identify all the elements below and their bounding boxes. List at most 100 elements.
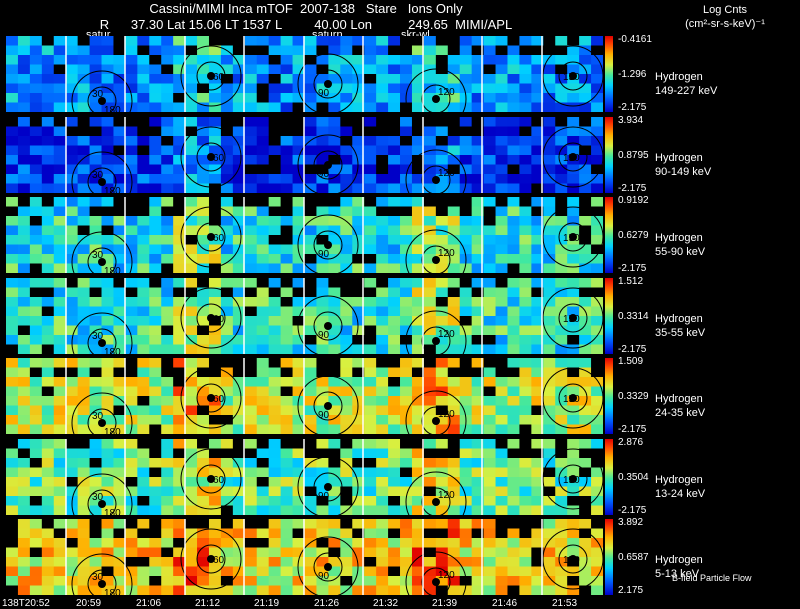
heatmap-cell	[89, 458, 103, 468]
heatmap-cell	[352, 287, 365, 298]
heatmap-cell	[304, 164, 317, 175]
heatmap-cell	[591, 244, 603, 255]
heatmap-cell	[17, 197, 31, 207]
heatmap-cell	[65, 396, 79, 406]
heatmap-cell	[507, 297, 520, 307]
heatmap-cell	[220, 519, 234, 529]
heatmap-cell	[471, 344, 485, 354]
heatmap-cell	[137, 458, 150, 468]
heatmap-cell	[471, 496, 485, 506]
heatmap-cell	[435, 206, 449, 217]
heatmap-cell	[316, 225, 329, 236]
heatmap-cell	[41, 164, 55, 175]
heatmap-cell	[101, 585, 114, 595]
heatmap-cell	[328, 93, 341, 103]
heatmap-cell	[411, 439, 425, 449]
heatmap-cell	[256, 344, 270, 354]
heatmap-cell	[459, 297, 473, 307]
heatmap-cell	[125, 519, 138, 529]
heatmap-cell	[101, 235, 114, 245]
heatmap-cell	[459, 74, 473, 84]
heatmap-cell	[316, 415, 329, 425]
heatmap-cell	[185, 467, 198, 478]
heatmap-cell	[543, 155, 556, 165]
heatmap-cell	[483, 64, 497, 75]
heatmap-cell	[400, 566, 413, 577]
contour-line	[196, 464, 226, 494]
heatmap-cell	[519, 405, 532, 416]
heatmap-cell	[340, 335, 353, 345]
heatmap-cell	[435, 557, 449, 567]
heatmap-cell	[400, 64, 413, 75]
heatmap-cell	[304, 126, 317, 137]
heatmap-cell	[101, 377, 114, 387]
heatmap-cell	[352, 74, 365, 84]
heatmap-cell	[268, 164, 282, 175]
heatmap-cell	[304, 439, 317, 449]
heatmap-cell	[149, 36, 162, 46]
heatmap-cell	[543, 126, 556, 137]
heatmap-cell	[53, 439, 67, 449]
heatmap-cell	[411, 244, 425, 255]
heatmap-cell	[364, 557, 377, 567]
heatmap-cell	[483, 306, 497, 317]
heatmap-cell	[173, 467, 186, 478]
heatmap-cell	[29, 102, 43, 112]
heatmap-cell	[579, 377, 592, 387]
heatmap-cell	[352, 566, 365, 577]
heatmap-cell	[507, 396, 520, 406]
heatmap-cell	[268, 367, 282, 378]
heatmap-cell	[280, 505, 294, 515]
heatmap-cell	[483, 174, 497, 184]
heatmap-cell	[101, 448, 114, 459]
heatmap-cell	[220, 439, 234, 449]
heatmap-cell	[185, 367, 198, 378]
heatmap-cell	[507, 164, 520, 175]
heatmap-cell	[173, 547, 186, 558]
heatmap-cell	[543, 396, 556, 406]
heatmap-cell	[29, 174, 43, 184]
heatmap-cell	[483, 225, 497, 236]
heatmap-cell	[244, 505, 258, 515]
heatmap-cell	[268, 424, 282, 434]
heatmap-cell	[101, 458, 114, 468]
heatmap-cell	[388, 155, 401, 165]
heatmap-cell	[411, 254, 425, 264]
heatmap-cell	[101, 496, 114, 506]
heatmap-cell	[89, 102, 103, 112]
heatmap-cell	[447, 467, 461, 478]
contour-line	[558, 383, 588, 413]
heatmap-cell	[220, 83, 234, 94]
heatmap-cell	[340, 36, 353, 46]
colorbar-mid-label: 0.6587	[618, 552, 649, 563]
heatmap-cell	[173, 55, 186, 65]
heatmap-cell	[483, 486, 497, 497]
heatmap-cell	[423, 566, 437, 577]
heatmap-cell	[125, 126, 138, 137]
heatmap-cell	[400, 386, 413, 397]
heatmap-cell	[53, 197, 67, 207]
heatmap-cell	[29, 519, 43, 529]
heatmap-cell	[220, 396, 234, 406]
heatmap-cell	[41, 306, 55, 317]
heatmap-cell	[197, 197, 210, 207]
contour-line	[71, 312, 133, 354]
heatmap-cell	[53, 538, 67, 548]
contour-line	[297, 214, 359, 273]
heatmap-cell	[459, 64, 473, 75]
heatmap-cell	[555, 547, 568, 558]
heatmap-cell	[579, 486, 592, 497]
heatmap-cell	[256, 102, 270, 112]
heatmap-cell	[137, 83, 150, 94]
heatmap-cell	[328, 263, 341, 273]
heatmap-cell	[447, 155, 461, 165]
heatmap-cell	[149, 547, 162, 558]
heatmap-cell	[447, 183, 461, 193]
heatmap-cell	[483, 566, 497, 577]
heatmap-cell	[220, 306, 234, 317]
heatmap-cell	[220, 386, 234, 397]
heatmap-cell	[125, 287, 138, 298]
heatmap-cell	[304, 74, 317, 84]
heatmap-cell	[579, 155, 592, 165]
heatmap-cell	[411, 496, 425, 506]
